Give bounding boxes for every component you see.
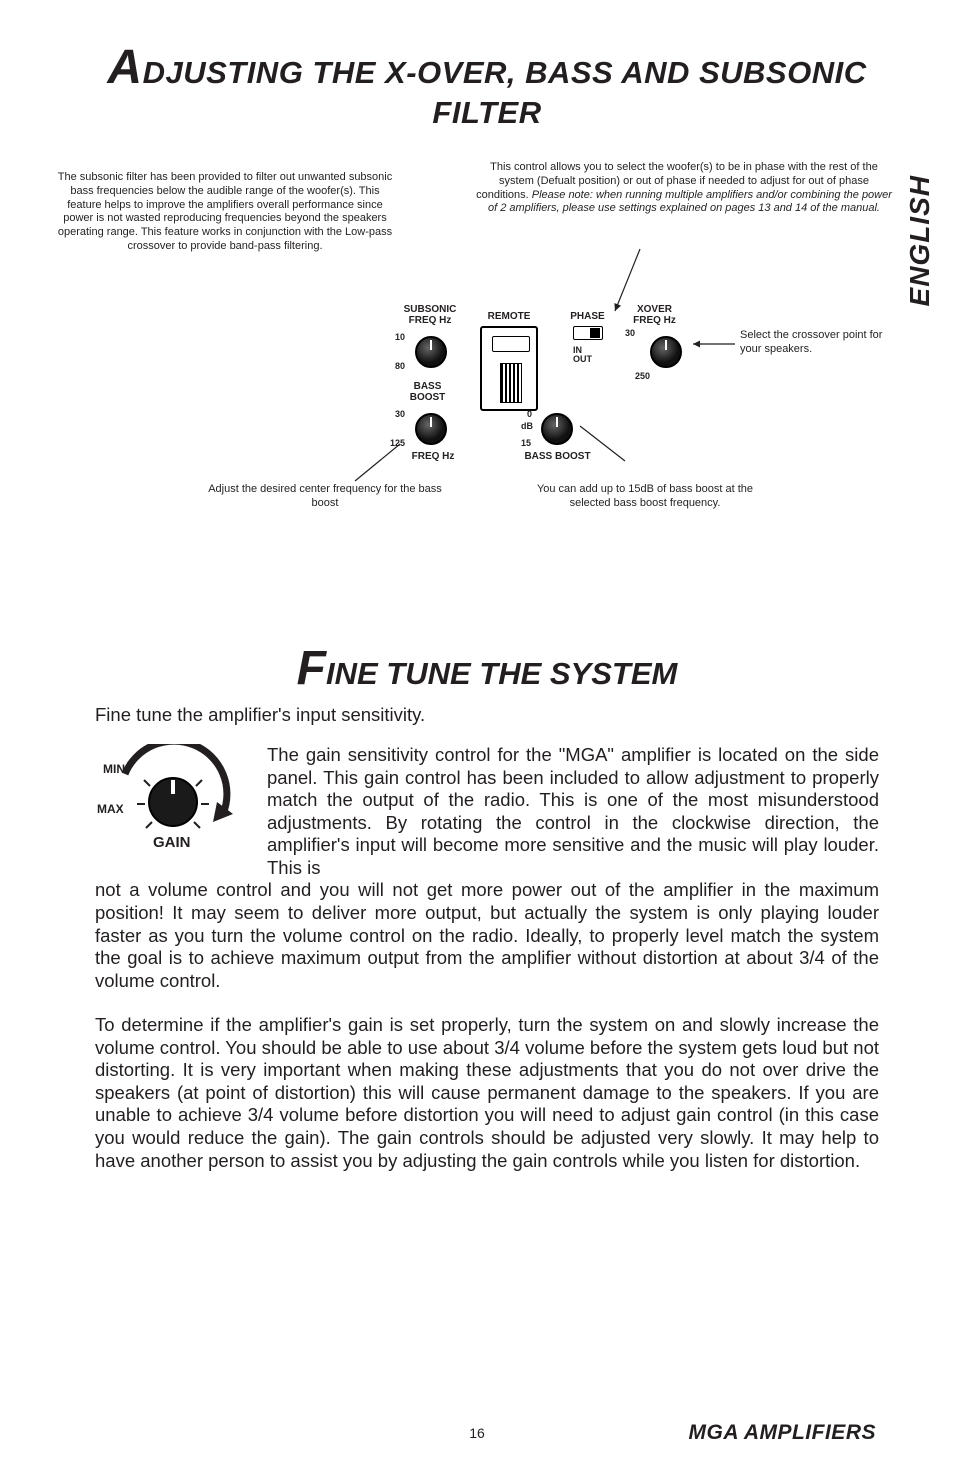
bb-unit: dB xyxy=(521,421,533,431)
subsonic-label: SUBSONIC FREQ Hz xyxy=(395,304,465,326)
gain-max: MAX xyxy=(97,802,124,816)
xover-max: 250 xyxy=(635,371,650,381)
page-content: ADJUSTING THE X-OVER, BASS AND SUBSONIC … xyxy=(0,0,954,1224)
heading2-rest: INE TUNE THE SYSTEM xyxy=(326,656,677,691)
subsonic-title: SUBSONIC xyxy=(395,304,465,315)
lead-text: Fine tune the amplifier's input sensitiv… xyxy=(95,704,879,726)
bassboost-db-knob[interactable] xyxy=(541,413,573,445)
phase-label: PHASE xyxy=(565,311,610,322)
heading-xover: ADJUSTING THE X-OVER, BASS AND SUBSONIC … xyxy=(95,40,879,131)
subsonic-unit: FREQ Hz xyxy=(395,315,465,326)
xover-annotation: Select the crossover point for your spea… xyxy=(740,329,895,357)
heading-cap: A xyxy=(107,41,142,94)
bbf-t2: BOOST xyxy=(400,392,455,403)
phase-out-t: OUT xyxy=(573,355,592,364)
subsonic-max: 80 xyxy=(395,361,405,371)
footer-brand: MGA AMPLIFIERS xyxy=(689,1421,876,1445)
bassboost-freq-label: BASS BOOST xyxy=(400,381,455,403)
para1-top: The gain sensitivity control for the "MG… xyxy=(267,744,879,879)
remote-label: REMOTE xyxy=(480,311,538,322)
xover-title: XOVER xyxy=(627,304,682,315)
xover-unit: FREQ Hz xyxy=(627,315,682,326)
remote-jack[interactable] xyxy=(480,326,538,411)
xover-knob[interactable] xyxy=(650,336,682,368)
bbf-min: 30 xyxy=(395,409,405,419)
phase-annotation-b: Please note: when running multiple ampli… xyxy=(488,189,892,215)
page-footer: 16 MGA AMPLIFIERS xyxy=(0,1421,954,1445)
subsonic-annotation: The subsonic filter has been provided to… xyxy=(55,171,395,254)
subsonic-min: 10 xyxy=(395,332,405,342)
xover-min: 30 xyxy=(625,328,635,338)
bassboost-annotation: You can add up to 15dB of bass boost at … xyxy=(515,483,775,511)
phase-in: IN OUT xyxy=(573,346,592,364)
gain-min: MIN xyxy=(103,762,125,776)
bbf-max: 125 xyxy=(390,438,405,448)
bassfreq-annotation: Adjust the desired center frequency for … xyxy=(200,483,450,511)
gain-label: GAIN xyxy=(153,834,191,851)
xover-label: XOVER FREQ Hz xyxy=(627,304,682,326)
bb-min: 0 xyxy=(527,409,532,419)
heading2-cap: F xyxy=(297,642,326,695)
gain-dial: MIN MAX GAIN xyxy=(95,744,245,854)
para2: To determine if the amplifier's gain is … xyxy=(95,1014,879,1172)
controls-diagram: The subsonic filter has been provided to… xyxy=(95,161,885,541)
bb-title: BASS BOOST xyxy=(515,451,600,462)
phase-switch[interactable] xyxy=(573,326,603,340)
heading-finetune: FINE TUNE THE SYSTEM xyxy=(95,641,879,696)
bassboost-freq-knob[interactable] xyxy=(415,413,447,445)
bb-max: 15 xyxy=(521,438,531,448)
phase-annotation: This control allows you to select the wo… xyxy=(475,161,893,216)
subsonic-knob[interactable] xyxy=(415,336,447,368)
language-tab: ENGLISH xyxy=(904,175,936,306)
gain-row: MIN MAX GAIN The gain sensitivity contro… xyxy=(95,744,879,879)
heading-rest: DJUSTING THE X-OVER, BASS AND SUBSONIC F… xyxy=(143,55,867,130)
bbf-unit: FREQ Hz xyxy=(403,451,463,462)
bbf-t1: BASS xyxy=(400,381,455,392)
para1-tail: not a volume control and you will not ge… xyxy=(95,879,879,992)
